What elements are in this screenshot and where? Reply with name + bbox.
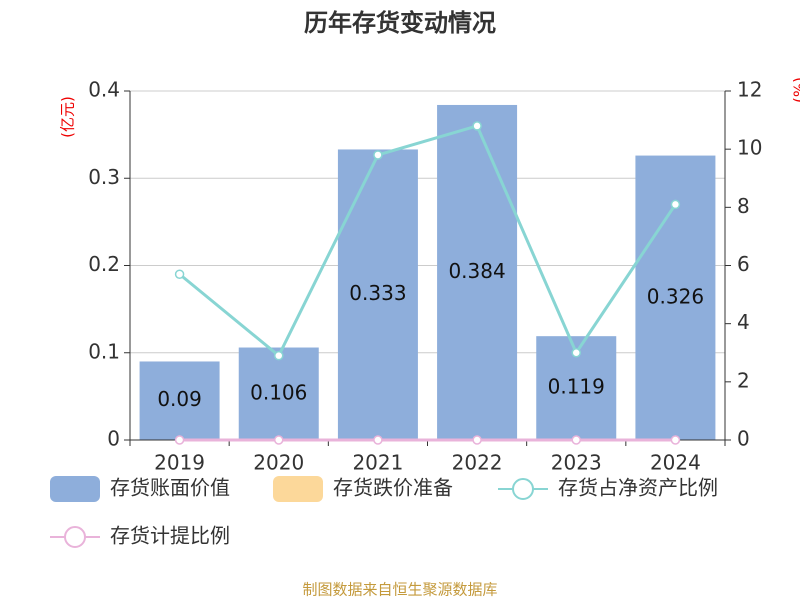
bar-value-label: 0.384 <box>448 259 505 283</box>
legend-label: 存货账面价值 <box>110 476 230 500</box>
line-point <box>373 150 383 160</box>
y-tick-label: 0 <box>107 427 120 451</box>
bar <box>139 361 220 440</box>
x-tick-label: 2023 <box>551 451 602 475</box>
line-point <box>373 435 383 445</box>
chart-title: 历年存货变动情况 <box>304 9 496 37</box>
y2-tick-label: 4 <box>737 310 750 334</box>
bar-value-label: 0.333 <box>349 281 406 305</box>
legend-item: 存货计提比例 <box>50 524 230 548</box>
x-tick-label: 2024 <box>650 451 701 475</box>
bar-value-label: 0.09 <box>157 387 202 411</box>
legend-item: 存货账面价值 <box>50 476 230 502</box>
y2-axis-label: (%) <box>791 77 800 103</box>
legend-swatch-marker <box>64 526 86 548</box>
bar-value-label: 0.106 <box>250 380 307 404</box>
legend-label: 存货计提比例 <box>110 524 230 548</box>
y-axis-label: (亿元) <box>59 96 77 138</box>
source-note: 制图数据来自恒生聚源数据库 <box>302 581 497 599</box>
legend-item: 存货跌价准备 <box>273 476 453 502</box>
legend-swatch <box>50 476 100 502</box>
x-tick-label: 2022 <box>452 451 503 475</box>
legend-label: 存货占净资产比例 <box>558 476 718 500</box>
line-series <box>178 124 677 359</box>
y2-tick-label: 8 <box>737 194 750 218</box>
x-tick-label: 2021 <box>352 451 403 475</box>
x-tick-label: 2019 <box>154 451 205 475</box>
line-point <box>670 435 681 445</box>
line-point <box>174 269 185 279</box>
y2-tick-label: 12 <box>737 78 762 102</box>
y-tick-label: 0.4 <box>88 78 120 102</box>
bar-value-label: 0.326 <box>647 284 704 308</box>
y-tick-label: 0.2 <box>88 252 120 276</box>
y2-tick-label: 6 <box>737 252 750 276</box>
line-point <box>274 350 284 361</box>
y2-tick-label: 0 <box>737 427 750 451</box>
y-tick-label: 0.1 <box>88 339 120 363</box>
legend-swatch <box>273 476 323 502</box>
line-point <box>472 121 482 131</box>
legend-swatch-marker <box>512 478 534 500</box>
line-point <box>472 435 482 445</box>
line-point <box>174 435 185 445</box>
y-tick-label: 0.3 <box>88 165 120 189</box>
line-point <box>571 435 581 445</box>
bar <box>337 149 418 440</box>
line-point <box>670 199 681 210</box>
bar-value-label: 0.119 <box>548 375 605 399</box>
bar <box>238 347 319 440</box>
legend-label: 存货跌价准备 <box>333 476 453 500</box>
x-tick-label: 2020 <box>253 451 304 475</box>
y2-tick-label: 10 <box>737 136 762 160</box>
y2-tick-label: 2 <box>737 368 750 392</box>
line-point <box>274 435 284 445</box>
line-point <box>571 348 581 358</box>
bar <box>437 104 518 441</box>
legend-item: 存货占净资产比例 <box>498 476 718 500</box>
